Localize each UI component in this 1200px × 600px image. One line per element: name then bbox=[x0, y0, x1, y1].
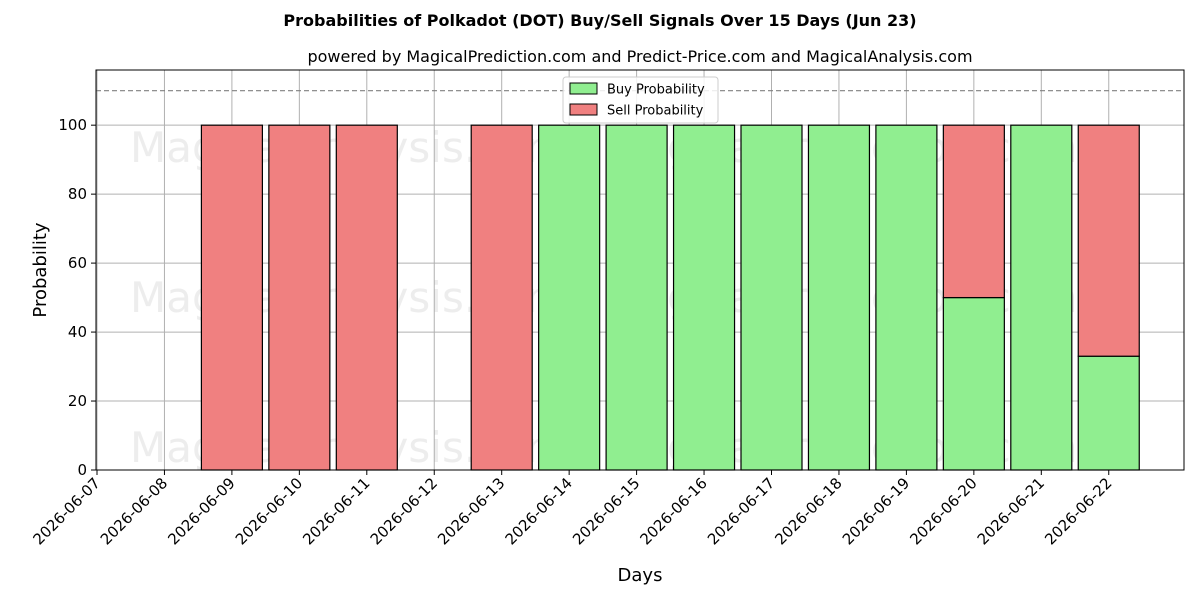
legend-box bbox=[562, 76, 719, 124]
sell-bar bbox=[470, 124, 533, 471]
x-tick-label: 2026-06-22 bbox=[1041, 474, 1115, 548]
x-tick-label: 2026-06-07 bbox=[29, 474, 103, 548]
chart-subtitle: powered by MagicalPrediction.com and Pre… bbox=[307, 47, 972, 66]
buy-bar bbox=[875, 124, 938, 471]
plot-area: MagicalAnalysis.comMagicalPrediction.com… bbox=[29, 69, 1185, 586]
x-axis-label: Days bbox=[618, 565, 663, 586]
buy-bar bbox=[807, 124, 871, 471]
legend: Buy Probability Sell Probability bbox=[562, 76, 719, 124]
x-tick-label: 2026-06-17 bbox=[704, 474, 778, 548]
legend-label: Buy Probability bbox=[607, 83, 705, 98]
y-tick-label: 0 bbox=[77, 461, 87, 479]
buy-bar bbox=[942, 296, 1005, 471]
buy-bar bbox=[672, 124, 736, 471]
y-axis-label: Probability bbox=[30, 222, 51, 317]
x-tick-label: 2026-06-16 bbox=[636, 474, 710, 548]
x-tick-label: 2026-06-14 bbox=[502, 474, 576, 548]
buy-bar bbox=[538, 124, 601, 471]
x-tick-label: 2026-06-13 bbox=[434, 474, 508, 548]
x-tick-label: 2026-06-09 bbox=[164, 474, 238, 548]
x-tick-label: 2026-06-20 bbox=[906, 474, 980, 548]
x-tick-label: 2026-06-15 bbox=[569, 474, 643, 548]
x-tick-label: 2026-06-10 bbox=[232, 474, 306, 548]
sell-bar bbox=[942, 124, 1005, 299]
y-tick-label: 20 bbox=[68, 392, 87, 410]
legend-label: Sell Probability bbox=[607, 104, 704, 119]
y-tick-label: 60 bbox=[68, 254, 87, 272]
y-tick-label: 40 bbox=[68, 323, 87, 341]
sell-bar bbox=[200, 124, 263, 471]
buy-bar bbox=[1010, 124, 1073, 471]
sell-bar bbox=[335, 124, 398, 471]
sell-bar bbox=[268, 124, 331, 471]
buy-bar bbox=[605, 124, 668, 471]
chart-title: Probabilities of Polkadot (DOT) Buy/Sell… bbox=[283, 11, 916, 30]
x-tick-label: 2026-06-18 bbox=[771, 474, 845, 548]
x-tick-label: 2026-06-11 bbox=[299, 474, 373, 548]
x-tick-label: 2026-06-21 bbox=[974, 474, 1048, 548]
x-tick-label: 2026-06-08 bbox=[97, 474, 171, 548]
buy-bar bbox=[740, 124, 803, 471]
legend-swatch bbox=[569, 103, 598, 116]
axes-frame bbox=[95, 69, 1185, 471]
legend-swatch bbox=[569, 82, 598, 95]
x-tick-label: 2026-06-19 bbox=[839, 474, 913, 548]
y-tick-label: 100 bbox=[58, 116, 87, 134]
buy-bar bbox=[1077, 355, 1140, 471]
y-tick-label: 80 bbox=[68, 185, 87, 203]
sell-bar bbox=[1077, 124, 1140, 357]
x-tick-label: 2026-06-12 bbox=[367, 474, 441, 548]
